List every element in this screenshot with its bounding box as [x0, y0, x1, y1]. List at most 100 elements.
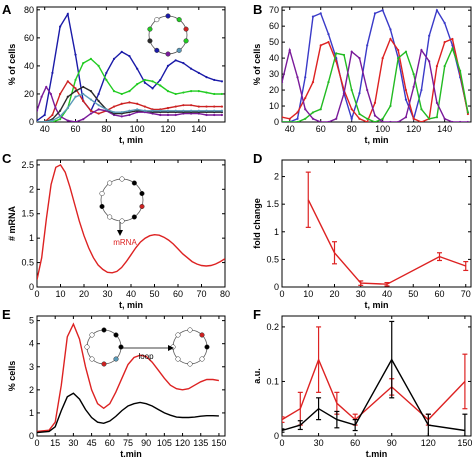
plot-frame — [281, 315, 472, 437]
data-point — [435, 9, 439, 12]
data-point — [182, 91, 185, 94]
data-point — [404, 50, 408, 53]
data-point — [304, 76, 307, 79]
data-point — [89, 98, 93, 101]
ring-node — [139, 203, 145, 210]
ring-node — [175, 332, 181, 338]
y-tick-label: 0.2 — [266, 322, 279, 332]
data-point — [350, 50, 353, 53]
data-point — [397, 57, 400, 60]
x-tick-label: 40 — [382, 289, 392, 299]
data-point — [358, 117, 361, 120]
data-point — [97, 104, 100, 107]
data-point — [466, 112, 470, 116]
data-point — [143, 78, 146, 82]
data-point — [381, 57, 384, 60]
x-tick-label: 40 — [126, 289, 136, 299]
ring-node — [147, 26, 153, 32]
data-point — [143, 105, 146, 108]
data-point — [389, 104, 392, 108]
data-point — [97, 108, 100, 111]
ring-node — [131, 214, 137, 220]
ring-edge — [100, 178, 144, 222]
y-tick-label: 2 — [29, 385, 34, 395]
ring-node — [176, 47, 182, 53]
data-point — [82, 85, 85, 89]
data-point — [220, 113, 224, 117]
data-point — [43, 113, 46, 117]
data-point — [350, 117, 353, 120]
y-tick-label: 1.5 — [21, 209, 34, 219]
y-tick-label: 50 — [269, 37, 279, 47]
y-tick-label: 80 — [24, 5, 34, 15]
data-point — [381, 9, 384, 12]
data-point — [74, 120, 77, 122]
data-point — [128, 113, 131, 117]
data-point — [159, 84, 162, 87]
data-point — [296, 76, 299, 79]
x-tick-label: 140 — [191, 124, 206, 134]
panel-tag: D — [253, 151, 262, 166]
data-point — [89, 112, 93, 115]
data-point — [459, 120, 462, 122]
data-point — [197, 105, 200, 108]
data-point — [435, 101, 439, 104]
x-tick-label: 75 — [123, 438, 133, 448]
data-point — [112, 57, 116, 60]
data-point — [389, 28, 392, 31]
data-point — [159, 78, 162, 82]
panel-b: B 40 60 80 100 120 140 0 10 20 30 40 50 60 70 t, min % o… — [252, 2, 472, 145]
x-tick-label: 140 — [437, 124, 452, 134]
data-point — [45, 85, 48, 89]
data-point — [373, 120, 377, 122]
data-point — [166, 113, 170, 117]
data-point — [205, 76, 208, 79]
data-point — [97, 92, 100, 96]
x-tick-label: 60 — [105, 438, 115, 448]
data-point — [451, 47, 454, 50]
data-point — [174, 92, 177, 96]
x-tick-label: 60 — [350, 438, 360, 448]
x-tick-label: 80 — [347, 124, 357, 134]
x-tick-label: 10 — [55, 289, 65, 299]
data-point — [428, 117, 431, 120]
ring-node — [113, 356, 119, 362]
data-point — [197, 90, 200, 93]
ring-node — [165, 13, 171, 19]
data-point — [82, 118, 85, 121]
plot-frame — [281, 159, 472, 288]
ring-node — [139, 190, 145, 197]
x-tick-label: 20 — [79, 289, 89, 299]
data-point — [342, 92, 346, 95]
x-tick-label: 90 — [141, 438, 151, 448]
data-point — [404, 98, 408, 101]
series-0 — [282, 8, 470, 122]
data-point — [205, 105, 208, 108]
data-point — [319, 12, 322, 15]
x-tick-label: 0 — [34, 438, 39, 448]
x-tick-label: 80 — [220, 289, 230, 299]
series-line — [282, 47, 468, 122]
data-point — [358, 112, 361, 116]
panel-tag: F — [253, 307, 261, 322]
ring-node — [118, 344, 124, 350]
x-tick-label: 120 — [160, 124, 175, 134]
y-tick-label: 0 — [29, 282, 34, 292]
y-tick-label: 2 — [29, 184, 34, 194]
data-point — [182, 104, 185, 107]
data-point — [373, 12, 377, 15]
data-point — [51, 113, 54, 117]
data-point — [174, 59, 177, 62]
data-point — [288, 117, 291, 120]
data-point — [37, 109, 39, 112]
ring-node — [183, 26, 189, 32]
data-point — [166, 64, 170, 68]
y-tick-label: 5 — [29, 316, 34, 326]
data-point — [120, 92, 123, 96]
data-point — [197, 71, 200, 75]
data-point — [451, 37, 454, 41]
ring-node — [183, 38, 189, 44]
data-point — [120, 102, 123, 105]
y-tick-label: 40 — [269, 53, 279, 63]
